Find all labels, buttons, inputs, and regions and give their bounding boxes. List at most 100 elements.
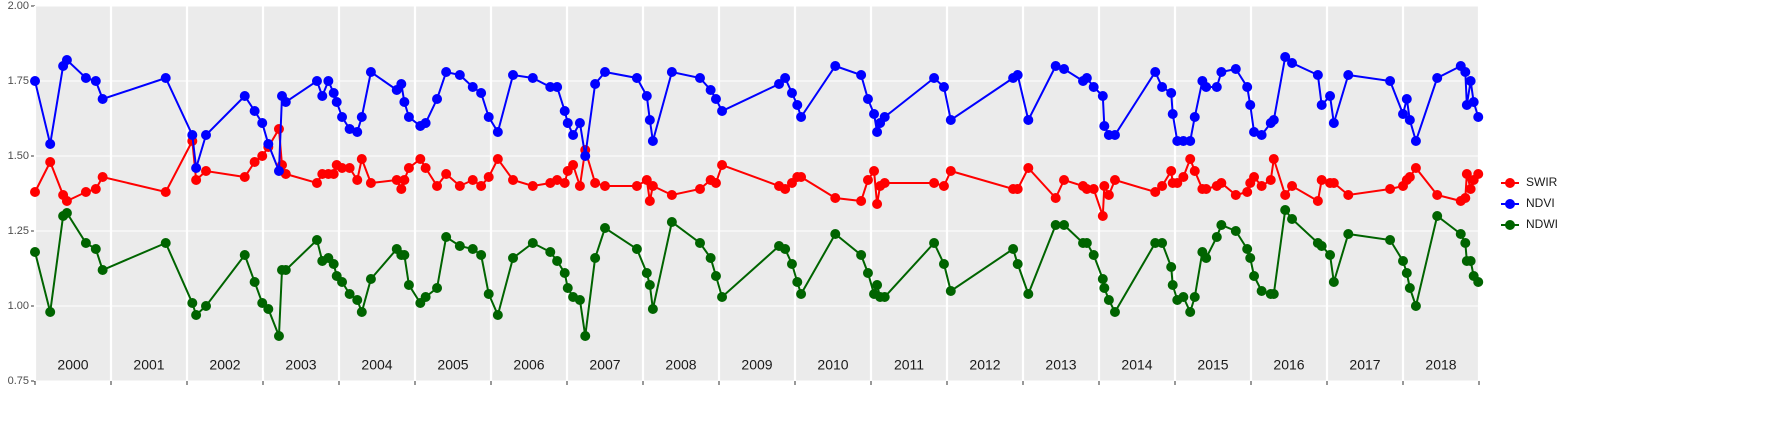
point <box>257 118 268 128</box>
point <box>1401 94 1412 104</box>
point <box>280 97 291 107</box>
point <box>399 175 410 185</box>
year-label: 2014 <box>1121 357 1152 373</box>
point <box>1059 220 1070 230</box>
point <box>1109 307 1120 317</box>
point <box>420 118 431 128</box>
point <box>1460 67 1471 77</box>
point <box>399 97 410 107</box>
point <box>365 67 376 77</box>
point <box>454 70 465 80</box>
point <box>1343 190 1354 200</box>
point <box>1328 277 1339 287</box>
point <box>483 172 494 182</box>
point <box>641 175 652 185</box>
point <box>1008 244 1019 254</box>
point <box>1245 100 1256 110</box>
point <box>1099 283 1110 293</box>
point <box>1230 226 1241 236</box>
point <box>420 163 431 173</box>
point <box>1280 190 1291 200</box>
point <box>786 259 797 269</box>
point <box>786 88 797 98</box>
point <box>97 172 108 182</box>
point <box>160 73 171 83</box>
point <box>1242 82 1253 92</box>
point <box>311 76 322 86</box>
point <box>929 178 940 188</box>
point <box>796 112 807 122</box>
point <box>1023 289 1034 299</box>
point <box>45 307 56 317</box>
point <box>717 106 728 116</box>
point <box>1050 220 1061 230</box>
point <box>191 163 202 173</box>
year-label: 2004 <box>361 357 392 373</box>
point <box>666 217 677 227</box>
point <box>492 154 503 164</box>
point <box>1166 166 1177 176</box>
point <box>420 292 431 302</box>
point <box>352 175 363 185</box>
point <box>780 184 791 194</box>
point <box>1473 277 1484 287</box>
year-label: 2015 <box>1197 357 1228 373</box>
series <box>30 205 1484 341</box>
point <box>527 73 538 83</box>
point <box>1473 112 1484 122</box>
point <box>580 331 591 341</box>
point <box>337 163 348 173</box>
point <box>273 124 284 134</box>
point <box>1268 115 1279 125</box>
point <box>527 181 538 191</box>
point <box>1242 244 1253 254</box>
point <box>1157 82 1168 92</box>
point <box>862 268 873 278</box>
point <box>1201 184 1212 194</box>
point <box>590 178 601 188</box>
point <box>1343 70 1354 80</box>
year-label: 2018 <box>1425 357 1456 373</box>
point <box>1432 211 1443 221</box>
point <box>311 178 322 188</box>
point <box>191 175 202 185</box>
point <box>1280 205 1291 215</box>
point <box>476 250 487 260</box>
point <box>508 175 519 185</box>
point <box>356 307 367 317</box>
point <box>1468 97 1479 107</box>
point <box>710 94 721 104</box>
point <box>1249 127 1260 137</box>
point <box>631 181 642 191</box>
year-label: 2012 <box>969 357 1000 373</box>
point <box>1211 232 1222 242</box>
point <box>1465 76 1476 86</box>
point <box>1385 235 1396 245</box>
point <box>1432 73 1443 83</box>
point <box>1343 229 1354 239</box>
point <box>879 178 890 188</box>
point <box>249 106 260 116</box>
point <box>187 298 198 308</box>
point <box>574 118 585 128</box>
point <box>574 181 585 191</box>
point <box>1097 274 1108 284</box>
point <box>1230 190 1241 200</box>
point <box>1012 259 1023 269</box>
point <box>568 130 579 140</box>
point <box>1410 136 1421 146</box>
point <box>1189 112 1200 122</box>
point <box>580 151 591 161</box>
point <box>527 238 538 248</box>
point <box>263 139 274 149</box>
point <box>467 244 478 254</box>
point <box>160 238 171 248</box>
point <box>1211 82 1222 92</box>
point <box>641 91 652 101</box>
point <box>1280 52 1291 62</box>
plot-panel <box>35 6 1479 381</box>
point <box>796 289 807 299</box>
point <box>1050 61 1061 71</box>
point <box>856 196 867 206</box>
